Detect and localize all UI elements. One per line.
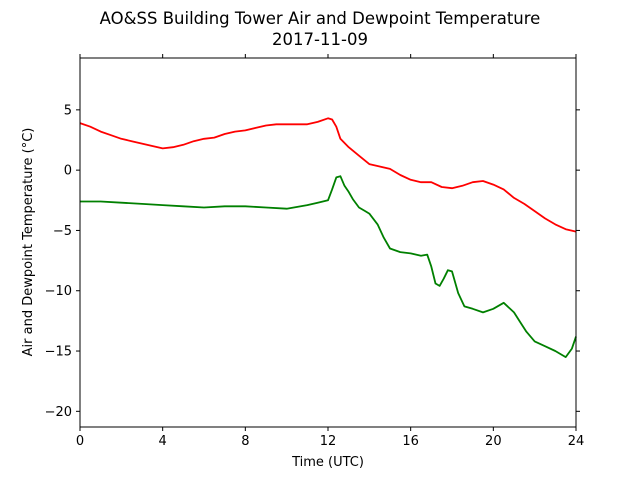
x-tick-label: 20: [485, 434, 502, 449]
x-tick-label: 24: [568, 434, 585, 449]
x-axis-ticks: 0 4 8 12 16 20 24: [76, 54, 584, 449]
y-tick-label: −20: [45, 405, 72, 420]
chart-title: AO&SS Building Tower Air and Dewpoint Te…: [100, 9, 541, 28]
y-tick-label: −10: [45, 284, 72, 299]
series-line-0: [79, 117, 577, 233]
y-tick-label: 5: [64, 103, 72, 118]
y-tick-label: 0: [64, 164, 72, 179]
x-tick-label: 8: [241, 434, 249, 449]
y-axis-label: Air and Dewpoint Temperature (°C): [21, 128, 36, 357]
series-layer: [79, 117, 577, 358]
y-tick-label: −5: [53, 224, 72, 239]
y-axis-ticks: 5 0 −5 −10 −15 −20: [45, 103, 580, 420]
x-tick-label: 16: [402, 434, 419, 449]
x-tick-label: 12: [320, 434, 337, 449]
plot-frame: [79, 57, 577, 428]
y-tick-label: −15: [45, 345, 72, 360]
series-line-1: [80, 175, 577, 358]
x-tick-label: 4: [159, 434, 167, 449]
x-axis-label: Time (UTC): [291, 455, 364, 470]
x-tick-label: 0: [76, 434, 84, 449]
chart-subtitle: 2017-11-09: [272, 30, 368, 49]
